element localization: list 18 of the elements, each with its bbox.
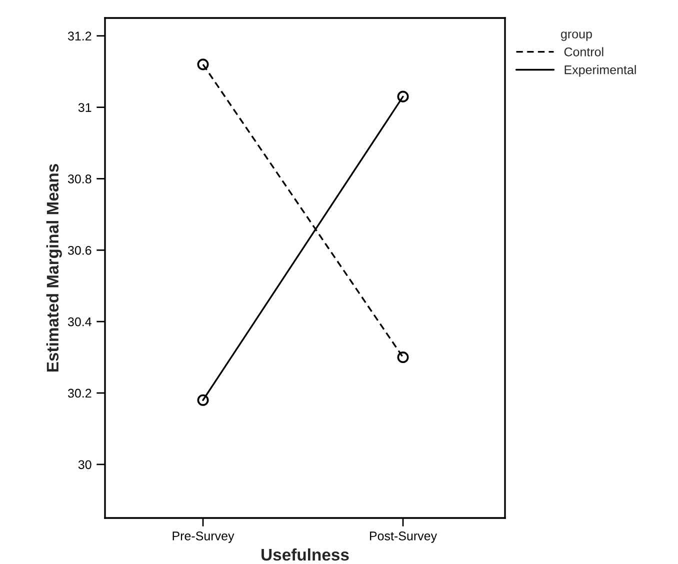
legend-title: group	[561, 32, 592, 41]
y-tick-label: 30.8	[68, 174, 92, 184]
point	[197, 394, 209, 406]
point	[397, 90, 409, 102]
legend-label: Experimental	[564, 65, 636, 77]
y-axis-title: Estimated Marginal Means	[46, 164, 62, 372]
y-tick-label: 30.2	[68, 388, 92, 398]
y-tick-label: 30	[78, 460, 92, 470]
x-tick-label: Post-Survey	[370, 532, 438, 543]
y-tick-label: 31	[78, 103, 92, 112]
y-tick-label: 30.6	[68, 246, 92, 255]
legend-label: Control	[564, 47, 604, 56]
point	[197, 58, 209, 70]
x-axis-title: Usefulness	[262, 548, 349, 561]
y-tick-label: 31.2	[68, 32, 92, 41]
y-tick-label: 30.4	[68, 317, 92, 326]
point	[397, 352, 409, 364]
x-tick-label: Pre-Survey	[172, 532, 234, 543]
